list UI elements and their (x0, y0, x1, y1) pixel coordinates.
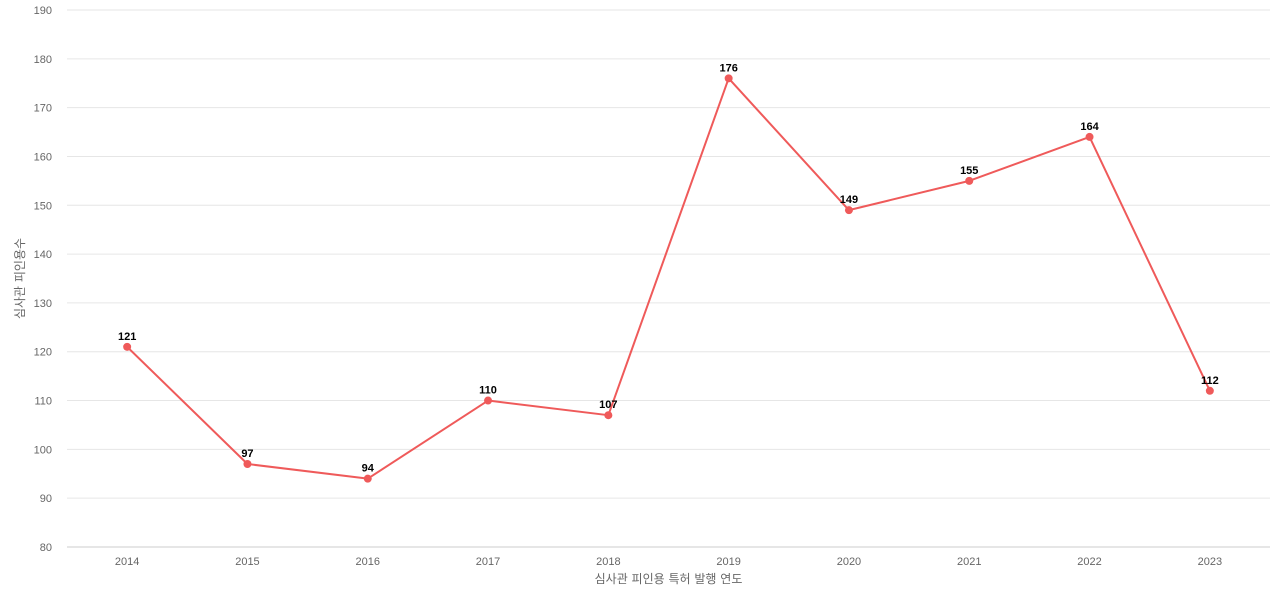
y-tick-label: 190 (34, 5, 52, 17)
series (123, 74, 1214, 483)
data-label: 176 (719, 62, 737, 74)
x-tick-label: 2023 (1198, 556, 1222, 568)
series-line (126, 77, 1211, 480)
y-tick-label: 150 (34, 200, 52, 212)
data-point[interactable] (363, 474, 372, 483)
data-label: 155 (960, 165, 978, 177)
data-label: 110 (479, 385, 497, 397)
y-tick-label: 120 (34, 347, 52, 359)
x-tick-label: 2022 (1077, 556, 1101, 568)
data-point[interactable] (123, 342, 132, 351)
data-label: 112 (1201, 375, 1219, 387)
y-tick-label: 110 (34, 396, 52, 408)
x-tick-label: 2015 (235, 556, 259, 568)
y-tick-label: 170 (34, 103, 52, 115)
data-point[interactable] (604, 411, 613, 420)
x-axis-title: 심사관 피인용 특허 발행 연도 (595, 571, 743, 586)
data-point[interactable] (1085, 132, 1094, 141)
data-label: 149 (840, 194, 858, 206)
y-tick-label: 90 (40, 493, 52, 505)
x-tick-label: 2014 (115, 556, 139, 568)
data-point[interactable] (965, 176, 974, 185)
y-tick-label: 100 (34, 444, 52, 456)
data-point[interactable] (1205, 386, 1214, 395)
data-point[interactable] (484, 396, 493, 405)
x-tick-label: 2016 (356, 556, 380, 568)
data-label: 107 (599, 399, 617, 411)
y-axis-ticks: 80 90 100 110 120 130 140 150 160 170 180 190 (34, 5, 52, 554)
data-point[interactable] (844, 206, 853, 215)
x-tick-label: 2019 (716, 556, 740, 568)
grid (67, 9, 1270, 499)
y-tick-label: 180 (34, 54, 52, 66)
y-tick-label: 130 (34, 298, 52, 310)
x-tick-label: 2018 (596, 556, 620, 568)
y-tick-label: 140 (34, 249, 52, 261)
x-tick-label: 2021 (957, 556, 981, 568)
y-tick-label: 80 (40, 542, 52, 554)
x-axis-ticks: 2014 2015 2016 2017 2018 2019 2020 2021 2022 2023 (115, 556, 1222, 568)
data-label: 94 (362, 463, 375, 475)
data-point[interactable] (724, 74, 733, 83)
y-tick-label: 160 (34, 151, 52, 163)
data-label: 97 (241, 448, 253, 460)
data-label: 121 (118, 331, 136, 343)
data-point[interactable] (243, 460, 252, 469)
data-label: 164 (1080, 121, 1099, 133)
data-labels: 121 97 94 110 107 176 149 155 164 112 (118, 62, 1219, 474)
y-axis-title: 심사관 피인용수 (13, 238, 27, 319)
x-tick-label: 2017 (476, 556, 500, 568)
x-tick-label: 2020 (837, 556, 861, 568)
